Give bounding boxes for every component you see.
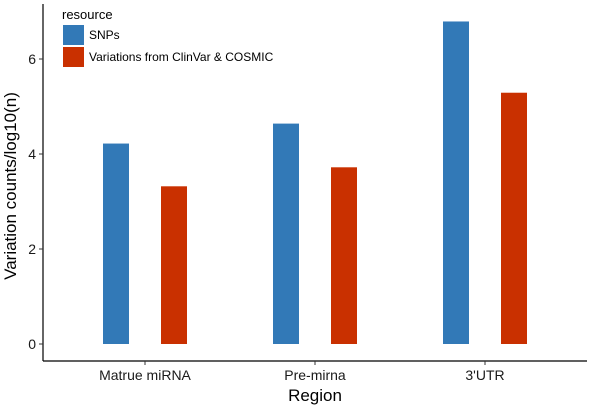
legend: resource SNPs Variations from ClinVar & C… bbox=[62, 7, 274, 67]
bar-snps-1 bbox=[273, 123, 299, 344]
y-tick-label: 0 bbox=[28, 336, 36, 352]
legend-key-clinvar-cosmic bbox=[63, 47, 84, 67]
x-tick-label: 3'UTR bbox=[465, 367, 504, 383]
bar-snps-0 bbox=[103, 143, 129, 344]
x-tick-label: Matrue miRNA bbox=[99, 367, 191, 383]
y-tick-label: 4 bbox=[28, 146, 36, 162]
y-tick-label: 2 bbox=[28, 241, 36, 257]
bar-clinvar-cosmic-1 bbox=[331, 167, 357, 344]
legend-label: SNPs bbox=[89, 28, 120, 42]
y-axis-title: Variation counts/log10(n) bbox=[1, 92, 20, 280]
legend-title: resource bbox=[62, 7, 113, 22]
x-axis: Matrue miRNA Pre-mirna 3'UTR bbox=[43, 360, 587, 383]
legend-key-snps bbox=[63, 25, 84, 45]
plot-area bbox=[103, 21, 527, 344]
bar-snps-2 bbox=[443, 21, 469, 344]
x-axis-title: Region bbox=[288, 386, 342, 405]
y-tick-label: 6 bbox=[28, 51, 36, 67]
y-axis: 0 2 4 6 bbox=[28, 4, 44, 361]
x-tick-label: Pre-mirna bbox=[284, 367, 346, 383]
legend-label: Variations from ClinVar & COSMIC bbox=[89, 50, 274, 64]
bar-clinvar-cosmic-2 bbox=[501, 92, 527, 344]
bar-clinvar-cosmic-0 bbox=[161, 186, 187, 344]
